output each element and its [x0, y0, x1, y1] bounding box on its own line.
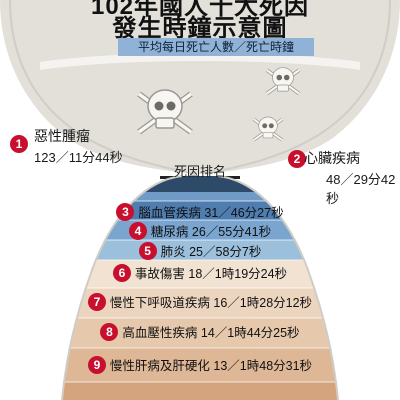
- rank-badge-3: 3: [116, 202, 135, 221]
- rank-badge-8: 8: [100, 322, 119, 341]
- cause-text-5: 肺炎 25／58分7秒: [160, 245, 262, 259]
- skull-crossbones-icon: [265, 67, 301, 96]
- cause-row-6: 6 事故傷害 18／1時19分24秒: [0, 263, 400, 282]
- glass-edge-lower: [61, 175, 339, 400]
- cause-label-2: 心臟疾病 48／29分42秒: [304, 148, 400, 207]
- cause-value-2: 48／29分42秒: [326, 172, 396, 206]
- cause-text-6: 事故傷害 18／1時19分24秒: [134, 267, 288, 281]
- chart-title-line1: 102年國人十大死因: [90, 0, 310, 20]
- cause-text-9: 慢性肝病及肝硬化 13／1時48分31秒: [109, 359, 313, 373]
- cause-row-8: 8 高血壓性疾病 14／1時44分25秒: [0, 322, 400, 341]
- skull-crossbones-icon: [252, 116, 284, 142]
- cause-text-8: 高血壓性疾病 14／1時44分25秒: [122, 326, 300, 340]
- rank-caption: 死因排名: [173, 164, 226, 179]
- rank-badge-1: 1: [10, 135, 28, 153]
- skull-crossbones-icon: [137, 89, 193, 135]
- cause-text-7: 慢性下呼吸道疾病 16／1時28分12秒: [109, 296, 313, 310]
- rank-badge-9: 9: [87, 355, 106, 374]
- cause-row-3: 3 腦血管疾病 31／46分27秒: [0, 202, 400, 221]
- cause-row-5: 5 肺炎 25／58分7秒: [0, 241, 400, 260]
- cause-value-1: 123／11分44秒: [34, 150, 123, 165]
- cause-label-1: 惡性腫瘤 123／11分44秒: [34, 126, 123, 166]
- glass-edge-upper: [9, 0, 391, 175]
- cause-text-3: 腦血管疾病 31／46分27秒: [138, 206, 284, 220]
- rank-badge-2: 2: [288, 150, 306, 168]
- cause-text-4: 糖尿病 26／55分41秒: [150, 225, 272, 239]
- rank-badge-7: 7: [87, 292, 106, 311]
- cause-name-1: 惡性腫瘤: [34, 128, 90, 144]
- chart-title-line2: 發生時鐘示意圖: [112, 15, 288, 42]
- cause-row-7: 7 慢性下呼吸道疾病 16／1時28分12秒: [0, 292, 400, 311]
- chart-subtitle: 平均每日死亡人數／死亡時鐘: [118, 38, 314, 56]
- rank-badge-5: 5: [138, 241, 157, 260]
- rank-badge-4: 4: [128, 221, 147, 240]
- rank-badge-6: 6: [112, 263, 131, 282]
- cause-name-2: 心臟疾病: [304, 150, 360, 166]
- sand-surface: [40, 53, 360, 70]
- cause-row-9: 9 慢性肝病及肝硬化 13／1時48分31秒: [0, 355, 400, 374]
- cause-row-4: 4 糖尿病 26／55分41秒: [0, 221, 400, 240]
